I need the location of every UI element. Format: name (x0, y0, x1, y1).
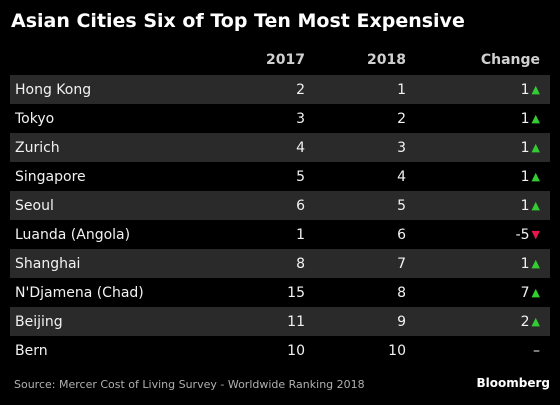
triangle-up-icon: ▲ (531, 315, 540, 328)
table-row: Hong Kong 2 1 1 ▲ (10, 75, 550, 104)
city-name: Singapore (15, 168, 86, 185)
city-name: Shanghai (15, 255, 81, 272)
city-name: N'Djamena (Chad) (15, 284, 144, 301)
table-row: Seoul 6 5 1 ▲ (10, 191, 550, 220)
table-row: Bern 10 10 – (10, 336, 550, 365)
change-value: 1 (520, 81, 530, 98)
change-value: 1 (520, 110, 530, 127)
rank-2018: 7 (397, 255, 406, 272)
table-row: Singapore 5 4 1 ▲ (10, 162, 550, 191)
triangle-up-icon: ▲ (531, 112, 540, 125)
city-name: Seoul (15, 197, 54, 214)
change-value: 1 (520, 139, 530, 156)
rank-change: 1 ▲ (521, 249, 540, 278)
rank-2017: 5 (296, 168, 305, 185)
triangle-up-icon: ▲ (531, 141, 540, 154)
rank-change: 1 ▲ (521, 191, 540, 220)
header-2017: 2017 (266, 52, 305, 68)
triangle-up-icon: ▲ (531, 170, 540, 183)
rank-change: 7 ▲ (521, 278, 540, 307)
change-value-wrap: 1 ▲ (521, 256, 540, 272)
rank-2017: 15 (287, 284, 305, 301)
rank-change: -5 ▼ (516, 220, 540, 249)
source-note: Source: Mercer Cost of Living Survey - W… (14, 378, 365, 391)
header-change: Change (480, 52, 540, 68)
rank-2018: 6 (397, 226, 406, 243)
chart-title: Asian Cities Six of Top Ten Most Expensi… (11, 10, 465, 32)
rank-2017: 10 (287, 342, 305, 359)
city-name: Beijing (15, 313, 63, 330)
change-value: 1 (520, 197, 530, 214)
rank-change: 1 ▲ (521, 162, 540, 191)
change-value-wrap: 7 ▲ (521, 285, 540, 301)
table-row: N'Djamena (Chad) 15 8 7 ▲ (10, 278, 550, 307)
rank-2018: 4 (397, 168, 406, 185)
change-value-wrap: 1 ▲ (521, 140, 540, 156)
triangle-up-icon: ▲ (531, 83, 540, 96)
rank-change: – (533, 336, 540, 365)
rank-2018: 3 (397, 139, 406, 156)
change-value-wrap: 1 ▲ (521, 111, 540, 127)
table-header: 2017 2018 Change (10, 50, 550, 70)
change-value-wrap: -5 ▼ (516, 227, 540, 243)
rank-2018: 1 (397, 81, 406, 98)
rank-2017: 1 (296, 226, 305, 243)
change-value-wrap: – (533, 343, 540, 359)
city-name: Tokyo (15, 110, 55, 127)
change-value: -5 (515, 226, 530, 243)
rank-2017: 6 (296, 197, 305, 214)
city-name: Zurich (15, 139, 60, 156)
city-name: Bern (15, 342, 48, 359)
rank-2018: 2 (397, 110, 406, 127)
triangle-up-icon: ▲ (531, 257, 540, 270)
rank-2018: 10 (388, 342, 406, 359)
rank-2017: 8 (296, 255, 305, 272)
table-row: Beijing 11 9 2 ▲ (10, 307, 550, 336)
rank-change: 2 ▲ (521, 307, 540, 336)
header-2018: 2018 (367, 52, 406, 68)
change-value-wrap: 1 ▲ (521, 169, 540, 185)
rank-change: 1 ▲ (521, 75, 540, 104)
rank-2017: 2 (296, 81, 305, 98)
rank-2017: 4 (296, 139, 305, 156)
city-name: Hong Kong (15, 81, 92, 98)
rank-2018: 5 (397, 197, 406, 214)
table-row: Tokyo 3 2 1 ▲ (10, 104, 550, 133)
table-row: Shanghai 8 7 1 ▲ (10, 249, 550, 278)
change-value: – (533, 342, 540, 359)
change-value: 2 (520, 313, 530, 330)
table-row: Luanda (Angola) 1 6 -5 ▼ (10, 220, 550, 249)
change-value: 7 (520, 284, 530, 301)
table-row: Zurich 4 3 1 ▲ (10, 133, 550, 162)
table-body: Hong Kong 2 1 1 ▲ Tokyo 3 2 1 ▲ Zurich 4 3 1 ▲ Singapor… (10, 75, 550, 365)
change-value-wrap: 1 ▲ (521, 82, 540, 98)
triangle-up-icon: ▲ (531, 199, 540, 212)
bloomberg-logo: Bloomberg (476, 376, 551, 390)
change-value: 1 (520, 168, 530, 185)
change-value-wrap: 1 ▲ (521, 198, 540, 214)
triangle-down-icon: ▼ (531, 228, 540, 241)
rank-2017: 3 (296, 110, 305, 127)
rank-2018: 8 (397, 284, 406, 301)
rank-change: 1 ▲ (521, 104, 540, 133)
rank-2018: 9 (397, 313, 406, 330)
rank-change: 1 ▲ (521, 133, 540, 162)
change-value-wrap: 2 ▲ (521, 314, 540, 330)
triangle-up-icon: ▲ (531, 286, 540, 299)
change-value: 1 (520, 255, 530, 272)
city-name: Luanda (Angola) (15, 226, 131, 243)
rank-2017: 11 (287, 313, 305, 330)
